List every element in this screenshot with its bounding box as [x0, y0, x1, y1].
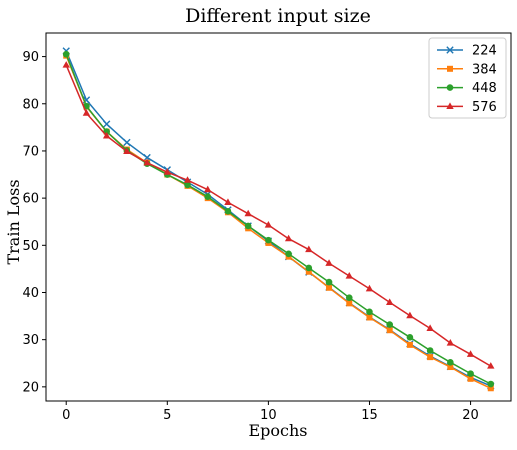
data-point-224-2 [102, 120, 111, 128]
legend-entry-224: 224 [437, 44, 497, 59]
legend-marker-448 [446, 84, 454, 91]
legend-box [428, 37, 507, 119]
data-point-384-21 [487, 385, 494, 392]
legend-entry-384: 384 [437, 62, 497, 77]
data-point-448-19 [447, 359, 454, 366]
legend-label-224: 224 [472, 44, 497, 59]
y-tick-label-80: 80 [22, 97, 39, 112]
x-axis-title: Epochs [248, 421, 307, 440]
data-point-576-11 [284, 234, 293, 242]
data-point-448-18 [426, 347, 434, 354]
series-576 [62, 61, 495, 369]
legend-marker-224 [446, 46, 454, 54]
data-point-576-10 [264, 221, 273, 228]
data-point-576-6 [183, 176, 192, 183]
data-point-576-2 [102, 131, 111, 139]
data-point-384-20 [467, 375, 474, 382]
data-point-448-16 [386, 321, 393, 328]
data-point-448-11 [285, 250, 292, 258]
x-tick-label-5: 5 [163, 408, 171, 423]
legend-label-576: 576 [472, 100, 497, 115]
y-tick-label-30: 30 [22, 333, 39, 348]
data-point-576-8 [224, 198, 232, 205]
plot-frame [45, 32, 512, 402]
data-point-448-12 [305, 264, 313, 272]
x-tick-label-10: 10 [260, 408, 277, 423]
data-point-576-4 [143, 158, 151, 166]
data-point-448-14 [345, 294, 353, 301]
data-point-576-3 [123, 147, 131, 155]
data-point-576-1 [82, 109, 91, 116]
data-point-384-17 [406, 341, 413, 348]
data-point-576-17 [406, 311, 414, 319]
data-point-384-18 [427, 354, 434, 361]
y-axis-title: Train Loss [4, 179, 23, 264]
y-tick-label-70: 70 [22, 144, 39, 159]
data-point-576-14 [345, 271, 353, 279]
data-point-576-5 [163, 168, 172, 175]
x-tick-label-15: 15 [361, 408, 378, 423]
plot-area [62, 47, 495, 392]
legend-marker-384 [447, 65, 453, 72]
data-point-224-3 [123, 138, 131, 147]
data-point-576-18 [426, 324, 434, 331]
data-point-448-20 [467, 370, 474, 377]
y-tick-label-60: 60 [22, 192, 39, 207]
y-tick-label-40: 40 [22, 286, 39, 301]
data-point-576-7 [204, 185, 212, 193]
data-point-224-4 [143, 153, 151, 162]
data-point-448-6 [184, 181, 191, 189]
data-point-576-19 [446, 338, 455, 346]
axes: 0 5 10 15 20 20 30 40 50 60 70 80 90 [22, 32, 512, 423]
series-line-384 [65, 55, 492, 389]
series-line-224 [65, 50, 492, 387]
data-point-448-7 [204, 193, 212, 201]
legend-entry-576: 576 [437, 100, 497, 115]
data-point-448-21 [487, 380, 495, 388]
data-point-384-19 [447, 364, 454, 371]
data-point-576-12 [305, 245, 313, 253]
y-tick-label-50: 50 [22, 239, 39, 254]
data-point-576-9 [244, 209, 252, 217]
data-point-576-0 [62, 61, 70, 68]
data-point-384-16 [386, 327, 393, 334]
y-tick-label-90: 90 [22, 50, 39, 65]
data-point-384-15 [366, 314, 373, 321]
series-line-576 [65, 64, 492, 367]
data-point-448-10 [265, 236, 272, 244]
data-point-448-17 [406, 334, 414, 341]
series-line-448 [65, 53, 492, 385]
y-tick-label-20: 20 [22, 380, 39, 395]
legend: 224 384 448 576 [428, 37, 507, 119]
legend-label-384: 384 [472, 62, 497, 77]
data-point-448-15 [366, 308, 373, 316]
x-tick-label-0: 0 [62, 408, 70, 423]
data-point-384-14 [346, 300, 353, 307]
x-tick-label-20: 20 [462, 408, 479, 423]
data-point-448-8 [224, 208, 232, 215]
data-point-576-16 [385, 298, 394, 305]
data-point-576-21 [487, 362, 495, 369]
legend-marker-576 [446, 102, 454, 109]
data-point-448-0 [62, 50, 70, 58]
data-point-384-13 [326, 284, 333, 291]
legend-label-448: 448 [472, 81, 497, 96]
data-point-576-20 [466, 350, 475, 357]
legend-entry-448: 448 [437, 81, 497, 96]
data-point-384-12 [305, 268, 312, 275]
chart-title: Different input size [185, 5, 371, 27]
data-point-448-13 [325, 278, 333, 286]
data-point-576-15 [365, 284, 374, 292]
data-point-448-9 [244, 222, 252, 230]
data-point-576-13 [325, 259, 333, 266]
